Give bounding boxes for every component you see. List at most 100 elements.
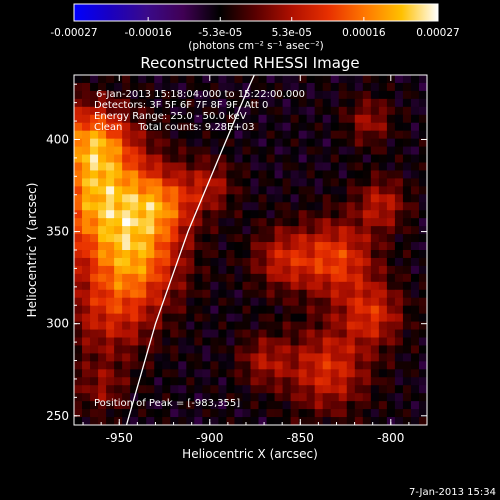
heatmap-cell	[90, 385, 99, 394]
heatmap-cell	[370, 297, 380, 307]
heatmap-cell	[410, 321, 420, 331]
heatmap-cell	[194, 273, 203, 283]
heatmap-cell	[82, 138, 91, 148]
heatmap-cell	[394, 273, 404, 283]
heatmap-cell	[242, 154, 252, 164]
heatmap-cell	[306, 417, 316, 425]
heatmap-cell	[106, 305, 115, 315]
heatmap-cell	[418, 138, 427, 148]
heatmap-cell	[130, 170, 139, 179]
heatmap-cell	[274, 234, 284, 243]
heatmap-cell	[306, 82, 316, 92]
heatmap-cell	[202, 377, 211, 386]
heatmap-cell	[362, 138, 372, 148]
heatmap-cell	[418, 289, 427, 299]
heatmap-cell	[338, 218, 348, 227]
heatmap-cell	[274, 337, 284, 347]
heatmap-cell	[298, 242, 308, 251]
heatmap-cell	[298, 313, 308, 323]
heatmap-cell	[330, 313, 340, 323]
y-axis-label: Heliocentric Y (arcsec)	[25, 183, 39, 318]
heatmap-cell	[418, 401, 427, 410]
heatmap-cell	[298, 409, 308, 418]
heatmap-cell	[226, 75, 236, 84]
heatmap-cell	[226, 305, 236, 315]
heatmap-cell	[234, 289, 244, 299]
heatmap-cell	[114, 210, 123, 219]
heatmap-cell	[226, 281, 236, 291]
heatmap-cell	[402, 313, 412, 323]
heatmap-cell	[402, 265, 412, 275]
heatmap-cell	[82, 90, 91, 100]
heatmap-cell	[146, 242, 155, 251]
heatmap-cell	[418, 82, 427, 92]
heatmap-cell	[82, 257, 91, 267]
heatmap-cell	[98, 337, 107, 347]
heatmap-cell	[98, 250, 107, 259]
heatmap-cell	[290, 178, 300, 187]
heatmap-cell	[290, 202, 300, 211]
heatmap-cell	[370, 377, 380, 386]
heatmap-cell	[194, 75, 203, 84]
heatmap-cell	[122, 353, 131, 362]
heatmap-cell	[210, 114, 220, 124]
heatmap-cell	[346, 75, 356, 84]
heatmap-cell	[322, 75, 332, 84]
colorbar-tick-label: -0.00027	[50, 27, 97, 39]
heatmap-cell	[258, 345, 268, 354]
heatmap-cell	[306, 194, 316, 203]
heatmap-cell	[290, 265, 300, 275]
heatmap-cell	[394, 154, 404, 164]
heatmap-cell	[266, 186, 276, 195]
heatmap-cell	[114, 417, 123, 425]
heatmap-cell	[162, 313, 171, 323]
heatmap-cell	[410, 369, 420, 378]
heatmap-cell	[378, 186, 388, 195]
heatmap-cell	[242, 98, 252, 108]
heatmap-cell	[378, 194, 388, 203]
heatmap-cell	[186, 130, 195, 140]
heatmap-cell	[274, 401, 284, 410]
heatmap-cell	[242, 178, 252, 187]
heatmap-cell	[170, 75, 179, 84]
heatmap-cell	[122, 154, 131, 164]
heatmap-cell	[250, 289, 260, 299]
heatmap-cell	[202, 202, 211, 211]
heatmap-cell	[338, 297, 348, 307]
heatmap-cell	[154, 265, 163, 275]
heatmap-cell	[370, 210, 380, 219]
heatmap-cell	[338, 393, 348, 402]
heatmap-cell	[274, 226, 284, 235]
heatmap-cell	[98, 417, 107, 425]
heatmap-cell	[418, 297, 427, 307]
heatmap-cell	[410, 385, 420, 394]
heatmap-cell	[258, 82, 268, 92]
heatmap-cell	[234, 154, 244, 164]
heatmap-cell	[322, 194, 332, 203]
heatmap-cell	[226, 401, 236, 410]
heatmap-cell	[354, 138, 364, 148]
heatmap-cell	[82, 313, 91, 323]
heatmap-cell	[74, 305, 83, 315]
heatmap-cell	[194, 138, 203, 148]
heatmap-cell	[394, 377, 404, 386]
heatmap-cell	[242, 345, 252, 354]
heatmap-cell	[282, 353, 292, 362]
heatmap-cell	[322, 345, 332, 354]
heatmap-cell	[274, 170, 284, 179]
heatmap-cell	[130, 154, 139, 164]
heatmap-cell	[338, 98, 348, 108]
heatmap-cell	[122, 377, 131, 386]
heatmap-cell	[394, 305, 404, 315]
heatmap-cell	[346, 178, 356, 187]
heatmap-cell	[186, 90, 195, 100]
heatmap-cell	[130, 234, 139, 243]
heatmap-cell	[114, 106, 123, 116]
heatmap-cell	[298, 202, 308, 211]
heatmap-cell	[114, 289, 123, 299]
heatmap-cell	[418, 409, 427, 418]
heatmap-cell	[370, 281, 380, 291]
heatmap-cell	[106, 281, 115, 291]
heatmap-cell	[162, 146, 171, 156]
heatmap-cell	[130, 273, 139, 283]
